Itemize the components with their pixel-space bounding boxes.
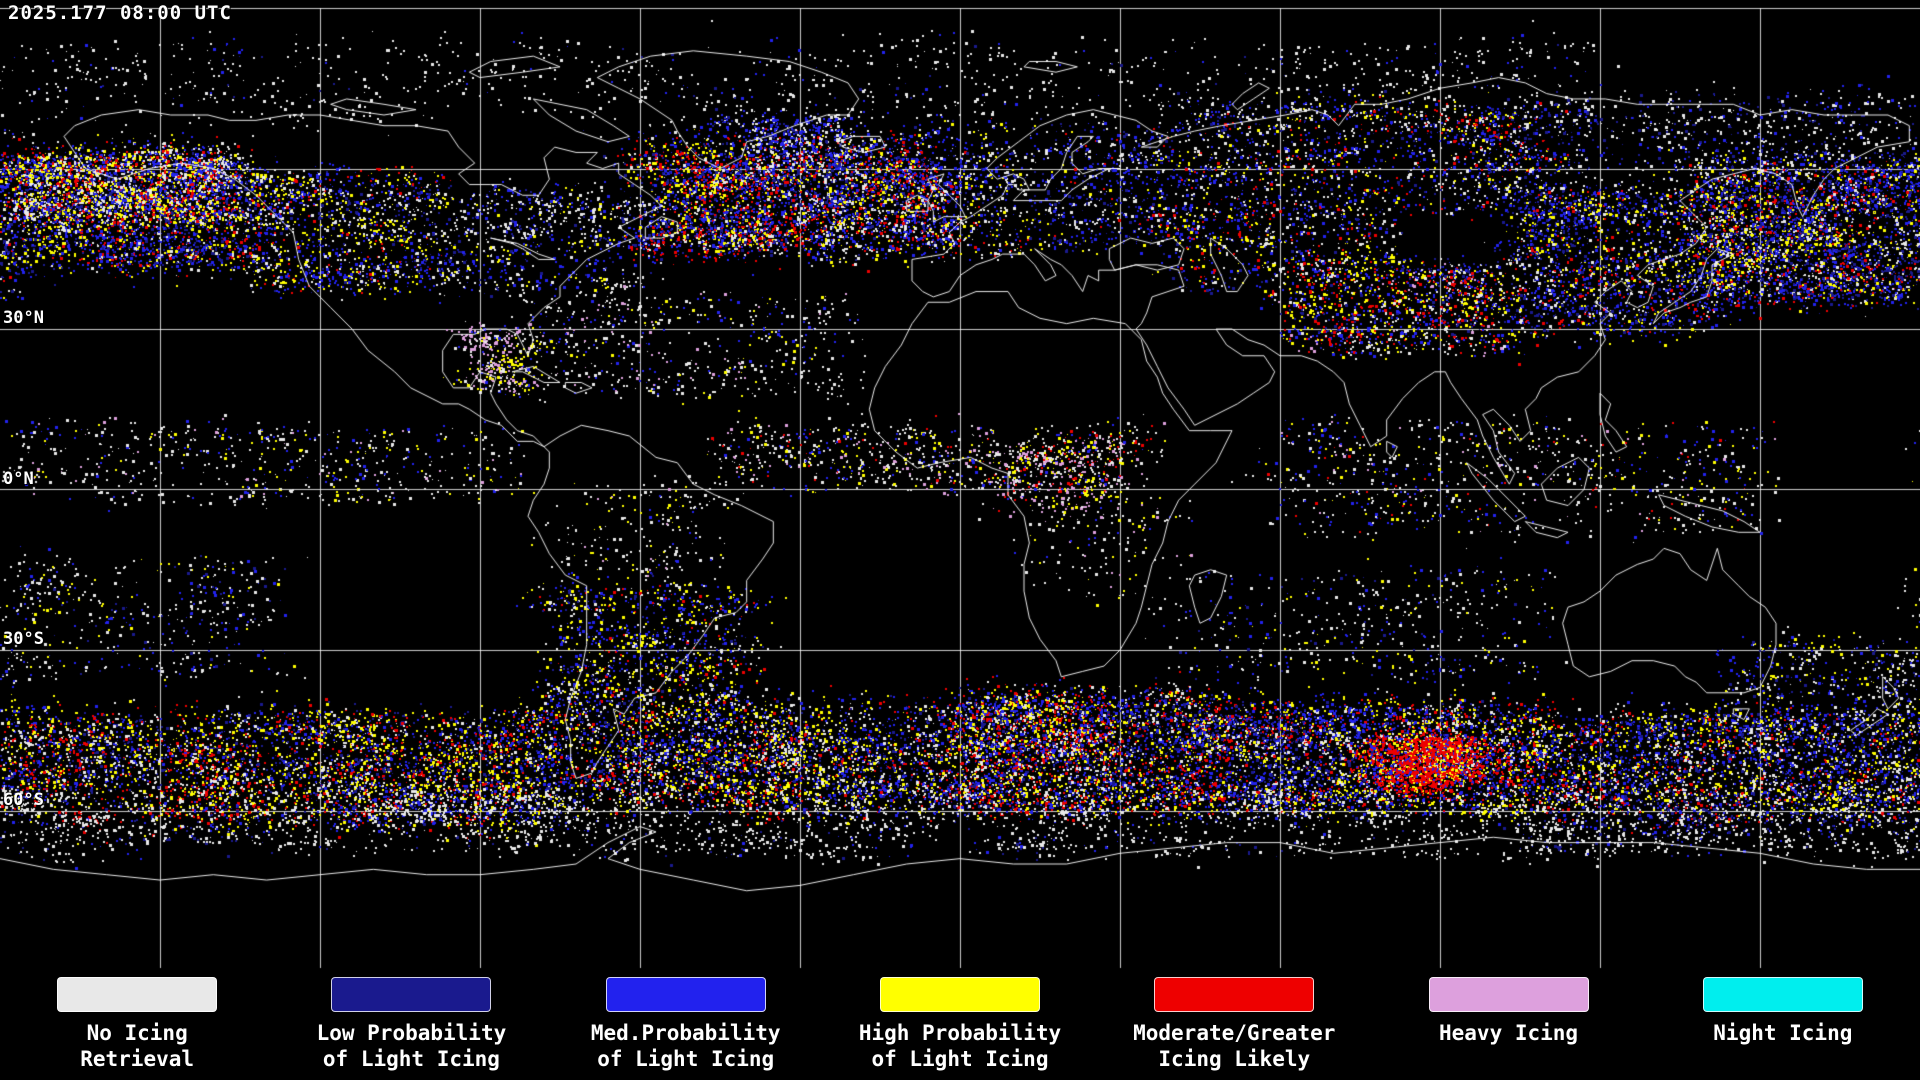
lat-label-30n: 30°N	[3, 308, 44, 328]
legend-swatch-moderate-greater	[1154, 977, 1315, 1012]
legend-label-line2: of Light Icing	[871, 1047, 1049, 1071]
legend-label-line1: Moderate/Greater	[1133, 1021, 1336, 1045]
legend-swatch-heavy	[1428, 977, 1589, 1012]
legend-item-med-prob: Med.Probability of Light Icing	[549, 973, 823, 1080]
legend-swatch-no-icing	[57, 977, 218, 1012]
legend-label-line1: Low Probability	[316, 1021, 507, 1045]
icing-canvas	[0, 0, 1920, 973]
timestamp-label: 2025.177 08:00 UTC	[8, 2, 232, 24]
legend-label-line1: Med.Probability	[590, 1021, 781, 1045]
legend-label-line1: No Icing	[86, 1021, 188, 1045]
legend-label-line1: Heavy Icing	[1439, 1021, 1579, 1045]
legend-item-night: Night Icing	[1646, 973, 1920, 1080]
legend-item-heavy: Heavy Icing	[1371, 973, 1645, 1080]
legend-label-line2: Retrieval	[80, 1047, 195, 1071]
legend-label-line1: Night Icing	[1713, 1021, 1853, 1045]
legend-label-line1: High Probability	[858, 1021, 1062, 1045]
legend-swatch-night	[1702, 977, 1863, 1012]
lat-label-30s: 30°S	[3, 629, 44, 649]
legend-item-moderate-greater: Moderate/Greater Icing Likely	[1097, 973, 1371, 1080]
legend-label-line2: Icing Likely	[1158, 1047, 1311, 1071]
legend-item-high-prob: High Probability of Light Icing	[823, 973, 1097, 1080]
legend-label-line2: of Light Icing	[322, 1047, 500, 1071]
legend-item-no-icing: No Icing Retrieval	[0, 973, 274, 1080]
legend-swatch-high-prob	[879, 977, 1040, 1012]
legend-swatch-med-prob	[605, 977, 766, 1012]
legend-swatch-low-prob	[331, 977, 492, 1012]
legend-item-low-prob: Low Probability of Light Icing	[274, 973, 548, 1080]
legend-label-line2: of Light Icing	[597, 1047, 775, 1071]
lat-label-0n: 0°N	[3, 468, 34, 489]
legend: No Icing Retrieval Low Probability of Li…	[0, 973, 1920, 1080]
lat-label-60s: 60°S	[3, 789, 44, 810]
world-icing-map: 2025.177 08:00 UTC 30°N 0°N 30°S 60°S	[0, 0, 1920, 973]
